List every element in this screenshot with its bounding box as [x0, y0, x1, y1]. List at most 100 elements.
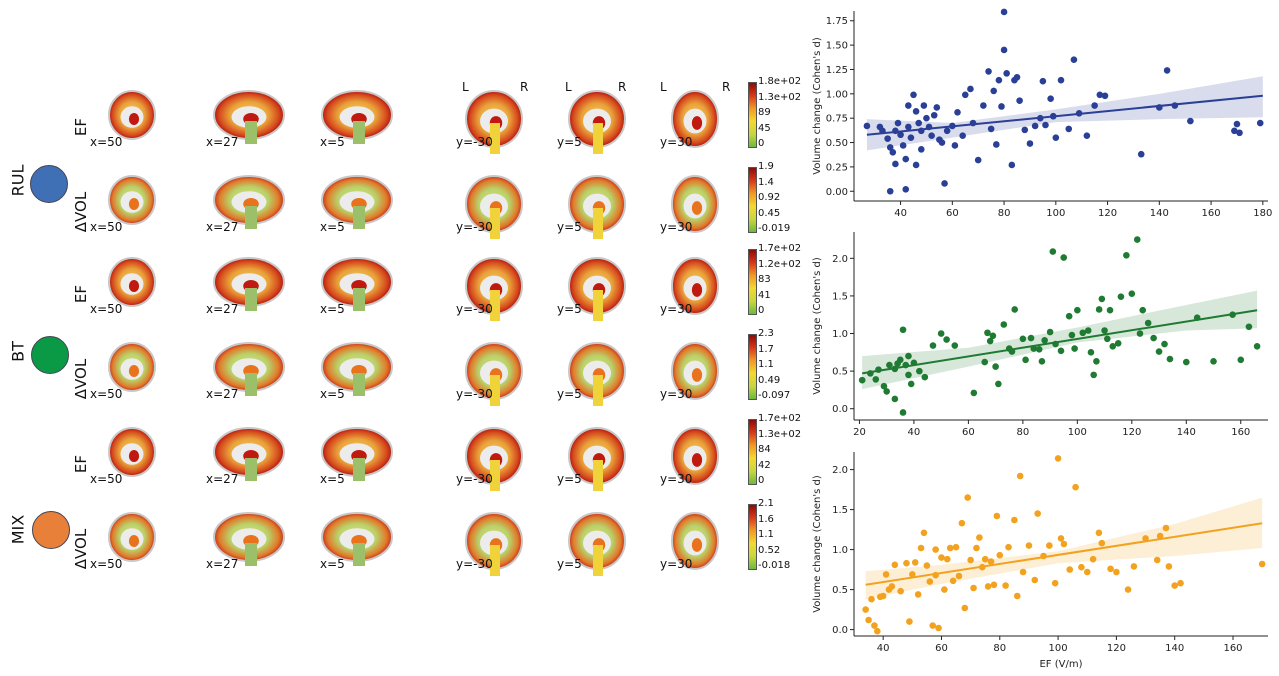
- data-point: [871, 622, 878, 629]
- data-point: [1071, 345, 1078, 352]
- data-point: [937, 330, 945, 337]
- slice-coordinate-label: y=-30: [456, 220, 493, 234]
- data-point: [1095, 529, 1103, 537]
- data-point: [883, 388, 890, 395]
- data-point: [958, 519, 966, 527]
- slice-coordinate-label: x=27: [206, 135, 239, 149]
- colorbar: [748, 419, 757, 485]
- data-point: [1104, 335, 1111, 343]
- group-circle-bt: [31, 336, 69, 374]
- data-point: [858, 376, 866, 384]
- y-tick-label: 0.50: [826, 138, 848, 149]
- data-point: [1101, 92, 1109, 100]
- sagittal-slice-image: [321, 257, 393, 311]
- slice-coordinate-label: y=-30: [456, 472, 493, 486]
- group-label-rul: RUL: [8, 164, 28, 197]
- data-point: [929, 622, 937, 629]
- slice-coordinate-label: y=30: [660, 220, 693, 234]
- data-point: [1166, 355, 1174, 363]
- coronal-slice-image: [568, 342, 626, 406]
- data-point: [984, 329, 991, 337]
- coronal-slice-image: [568, 427, 626, 491]
- confidence-band: [865, 497, 1263, 600]
- y-tick-label: 0.25: [826, 162, 848, 173]
- x-tick-label: 140: [1150, 208, 1169, 219]
- sagittal-slice-image: [213, 427, 285, 481]
- x-tick-label: 120: [1098, 208, 1117, 219]
- y-axis-label: Volume change (Cohen's d): [812, 37, 823, 175]
- data-point: [1113, 568, 1120, 576]
- data-point: [943, 555, 951, 563]
- brainstem-shape: [490, 123, 500, 154]
- data-point: [1095, 306, 1103, 313]
- colorbar-tick-label: 1.1: [758, 529, 774, 540]
- data-point: [993, 512, 1001, 520]
- data-point: [1165, 563, 1173, 570]
- data-point: [1210, 358, 1217, 365]
- sagittal-slice-image: [108, 512, 156, 562]
- x-tick-label: 40: [894, 208, 907, 219]
- data-point: [1083, 132, 1091, 140]
- coronal-slice-image: [671, 175, 719, 233]
- coronal-slice-image: [671, 90, 719, 148]
- colorbar-tick-label: -0.097: [758, 390, 791, 401]
- data-point: [1144, 319, 1152, 327]
- data-point: [892, 160, 899, 168]
- brainstem-shape: [593, 460, 603, 491]
- brain-deep-structure-shape: [691, 283, 703, 297]
- data-point: [872, 376, 880, 383]
- data-point: [1025, 542, 1033, 549]
- group-circle-mix: [32, 511, 70, 549]
- x-tick-label: 120: [1122, 427, 1141, 438]
- data-point: [886, 187, 894, 195]
- group-label-bt: BT: [8, 341, 28, 362]
- data-point: [1046, 542, 1053, 549]
- data-point: [882, 571, 890, 578]
- brain-deep-structure-shape: [691, 116, 703, 130]
- row-label: ΔVOL: [72, 358, 90, 400]
- x-tick-label: 40: [908, 427, 921, 438]
- data-point: [897, 356, 904, 364]
- y-tick-label: 0.5: [832, 367, 848, 378]
- coronal-slice-image: [465, 427, 523, 491]
- data-point: [1231, 127, 1238, 135]
- data-point: [993, 141, 1000, 148]
- data-point: [990, 87, 998, 95]
- coronal-slice-image: [568, 257, 626, 321]
- brainstem-shape: [245, 458, 257, 481]
- data-point: [941, 180, 948, 187]
- y-axis-label: Volume change (Cohen's d): [812, 257, 823, 395]
- sagittal-slice-image: [321, 90, 393, 144]
- y-tick-label: 1.0: [832, 545, 848, 556]
- data-point: [1133, 236, 1141, 243]
- data-point: [938, 139, 946, 146]
- sagittal-slice-image: [321, 342, 393, 396]
- data-point: [1084, 327, 1092, 334]
- x-tick-label: 160: [1202, 208, 1221, 219]
- colorbar-tick-label: 1.7: [758, 343, 774, 355]
- brain-deep-structure-shape: [128, 113, 140, 125]
- data-point: [1054, 455, 1062, 462]
- slice-coordinate-label: x=50: [90, 557, 123, 571]
- data-point: [998, 103, 1005, 110]
- colorbar-tick-label: 2.3: [758, 328, 774, 339]
- sagittal-slice-image: [213, 257, 285, 311]
- data-point: [970, 584, 977, 592]
- data-point: [917, 544, 925, 552]
- brain-deep-structure-shape: [128, 450, 140, 462]
- colorbar-tick-label: 1.3e+02: [758, 91, 802, 103]
- data-point: [907, 134, 915, 141]
- data-point: [933, 104, 941, 111]
- slice-coordinate-label: y=-30: [456, 302, 493, 316]
- row-label: EF: [72, 117, 90, 137]
- brainstem-shape: [353, 288, 365, 311]
- slice-coordinate-label: x=27: [206, 387, 239, 401]
- data-point: [899, 409, 907, 416]
- data-point: [943, 127, 951, 135]
- scatter-chart-bt: 20 40 60 80 100 120 140 160 0.0 0.5 1.0 1.5 2.0 Volum…: [812, 232, 1268, 438]
- slice-coordinate-label: x=5: [320, 472, 345, 486]
- sagittal-slice-image: [321, 512, 393, 566]
- data-point: [1091, 102, 1098, 109]
- x-tick-label: 80: [993, 643, 1006, 654]
- data-point: [1021, 126, 1029, 134]
